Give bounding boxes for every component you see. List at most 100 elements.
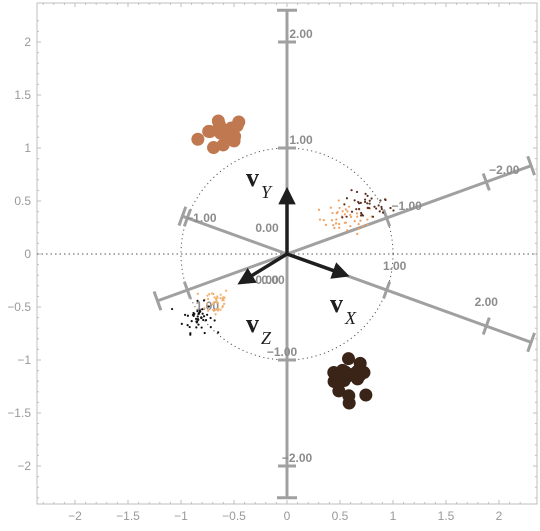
dark-brown-blob-point (328, 375, 341, 388)
black-dots-lower-point (205, 319, 207, 321)
orange-dots-upper-point (336, 212, 338, 214)
orange-dots-lower-point (223, 303, 225, 305)
x-tick-label: −2 (68, 509, 82, 523)
black-dots-lower-point (192, 314, 194, 316)
x-tick-label: −1.5 (116, 509, 140, 523)
black-dots-lower-point (195, 318, 197, 320)
orange-dots-upper-point (319, 218, 321, 220)
black-dots-lower-point (171, 308, 173, 310)
orange-dots-upper-point (325, 224, 327, 226)
orange-dots-upper-point (318, 209, 320, 211)
orange-dots-upper-point (346, 229, 348, 231)
orange-dots-upper-point (346, 210, 348, 212)
brown-dots-upper-point (355, 208, 357, 210)
vector-x-label: v (330, 289, 343, 318)
vector-z-subscript: Z (261, 328, 272, 348)
dark-brown-blob-point (342, 352, 355, 365)
y-tick-label: 1 (24, 141, 31, 155)
black-dots-lower-point (197, 315, 199, 317)
black-dots-lower-point (196, 310, 198, 312)
orange-dots-upper-point (354, 220, 356, 222)
black-dots-lower-point (203, 315, 205, 317)
orange-dots-lower-point (220, 294, 222, 296)
axis-x-label: −1.00 (186, 211, 217, 225)
brown-dots-upper-point (362, 214, 364, 216)
orange-dots-upper-point (348, 206, 350, 208)
vector-x-subscript: X (344, 308, 357, 328)
brown-dots-upper-point (346, 197, 348, 199)
black-dots-lower-point (196, 300, 198, 302)
vector-x (287, 254, 346, 275)
black-dots-lower-point (189, 334, 191, 336)
orange-dots-upper-point (349, 225, 351, 227)
dark-brown-blob-point (359, 388, 372, 401)
orange-dots-upper-point (359, 220, 361, 222)
orange-dots-upper-point (342, 210, 344, 212)
projected-axis-x (182, 216, 531, 342)
brown-dots-upper-point (358, 202, 360, 204)
y-tick-label: 1.5 (14, 88, 31, 102)
brown-dots-upper-point (345, 216, 347, 218)
brown-dots-upper-point (380, 206, 382, 208)
orange-dots-lower-point (207, 298, 209, 300)
orange-dots-upper-point (332, 224, 334, 226)
brown-dots-upper-point (378, 204, 380, 206)
y-tick-label: −0.5 (7, 300, 31, 314)
black-dots-lower-point (195, 326, 197, 328)
orange-dots-lower-point (213, 296, 215, 298)
black-dots-lower-point (201, 308, 203, 310)
black-dots-lower-point (200, 317, 202, 319)
brown-dots-upper-point (366, 202, 368, 204)
black-dots-lower-point (217, 331, 219, 333)
black-dots-lower-point (196, 321, 198, 323)
orange-dots-upper-point (362, 225, 364, 227)
brown-dots-upper-point (392, 209, 394, 211)
orange-dots-lower-point (207, 310, 209, 312)
black-dots-lower-point (191, 320, 193, 322)
axis-z-label: −2.00 (489, 163, 520, 177)
x-tick-label: 1 (390, 509, 397, 523)
axis-y-label: −1.00 (267, 345, 298, 359)
black-dots-lower-point (199, 311, 201, 313)
orange-dots-lower-point (222, 305, 224, 307)
brown-dots-upper-point (367, 207, 369, 209)
orange-dots-lower-point (214, 313, 216, 315)
black-dots-lower-point (203, 299, 205, 301)
light-brown-blob-point (202, 125, 215, 138)
brown-dots-upper-point (354, 199, 356, 201)
axis-y-label: −2.00 (282, 451, 313, 465)
orange-dots-upper-point (366, 219, 368, 221)
orange-dots-upper-point (331, 212, 333, 214)
x-tick-label: 1.5 (438, 509, 455, 523)
orange-dots-lower-point (216, 295, 218, 297)
black-dots-lower-point (202, 313, 204, 315)
orange-dots-upper-point (345, 221, 347, 223)
orange-dots-lower-point (217, 307, 219, 309)
projected-axis-z (157, 166, 531, 301)
black-dots-lower-point (189, 326, 191, 328)
brown-dots-upper-point (356, 191, 358, 193)
brown-dots-upper-point (364, 201, 366, 203)
dark-brown-blob-point (354, 357, 367, 370)
orange-dots-lower-point (225, 290, 227, 292)
black-dots-lower-point (187, 324, 189, 326)
axis-z-label: −1.00 (391, 199, 422, 213)
orange-dots-lower-point (206, 295, 208, 297)
orange-dots-lower-point (215, 309, 217, 311)
x-tick-label: 0.5 (332, 509, 349, 523)
brown-dots-upper-point (381, 208, 383, 210)
orange-dots-lower-point (217, 302, 219, 304)
orange-dots-lower-point (197, 293, 199, 295)
orange-dots-lower-point (219, 309, 221, 311)
orange-dots-upper-point (356, 212, 358, 214)
y-tick-label: 0 (24, 247, 31, 261)
brown-dots-upper-point (341, 216, 343, 218)
orange-dots-upper-point (333, 227, 335, 229)
brown-dots-upper-point (375, 207, 377, 209)
brown-dots-upper-point (382, 212, 384, 214)
black-dots-lower-point (187, 315, 189, 317)
black-dots-lower-point (210, 317, 212, 319)
dark-brown-blob-point (336, 364, 349, 377)
